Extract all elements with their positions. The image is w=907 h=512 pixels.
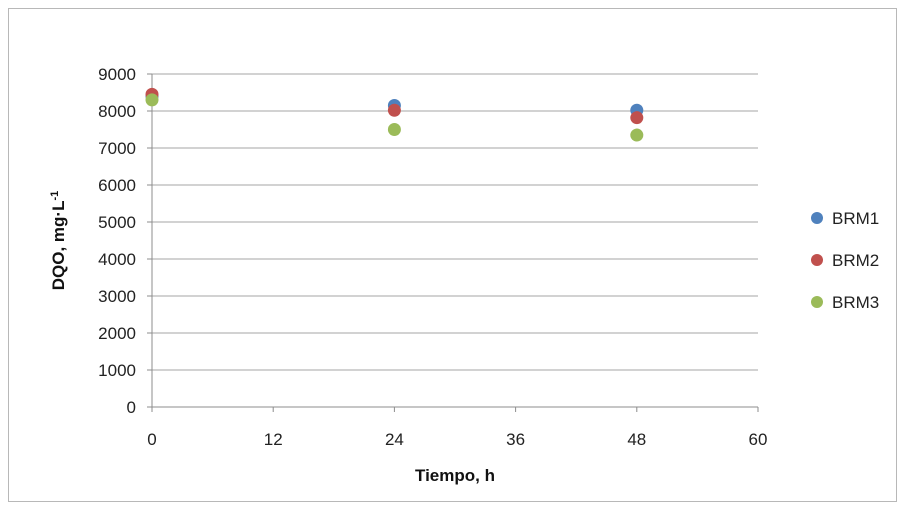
x-tick-label: 0 [147, 430, 156, 449]
y-tick-label: 3000 [98, 287, 136, 306]
y-tick-label: 2000 [98, 324, 136, 343]
y-tick-label: 1000 [98, 361, 136, 380]
legend-marker-brm1 [811, 212, 823, 224]
x-tick-label: 48 [627, 430, 646, 449]
x-tick-label: 24 [385, 430, 404, 449]
gridlines [152, 73, 758, 371]
legend-marker-brm2 [811, 254, 823, 266]
y-tick-label: 5000 [98, 213, 136, 232]
x-axis-title: Tiempo, h [415, 466, 495, 485]
x-tick-labels: 0 12 24 36 48 60 [147, 407, 767, 449]
point-brm2 [387, 103, 401, 117]
y-tick-label: 8000 [98, 102, 136, 121]
legend: BRM1 BRM2 BRM3 [811, 209, 879, 312]
legend-label-brm1: BRM1 [832, 209, 879, 228]
point-brm3 [387, 123, 401, 136]
legend-marker-brm3 [811, 296, 823, 308]
point-brm2 [630, 111, 644, 125]
legend-label-brm2: BRM2 [832, 251, 879, 270]
y-axis-title-superscript: -1 [49, 191, 61, 201]
point-brm3 [145, 93, 159, 107]
y-tick-label: 7000 [98, 139, 136, 158]
y-tick-labels: 0 1000 2000 3000 4000 5000 6000 7000 8000 9000 [98, 65, 152, 417]
y-axis-title: DQO, mg·L-1 [49, 191, 68, 291]
data-points [145, 87, 644, 142]
point-brm3 [630, 128, 644, 142]
y-tick-label: 6000 [98, 176, 136, 195]
x-tick-label: 12 [264, 430, 283, 449]
legend-label-brm3: BRM3 [832, 293, 879, 312]
x-tick-label: 36 [506, 430, 525, 449]
y-tick-label: 0 [127, 398, 136, 417]
x-tick-label: 60 [749, 430, 768, 449]
y-tick-label: 9000 [98, 65, 136, 84]
y-axis-title-main: DQO, mg·L [49, 201, 68, 291]
y-tick-label: 4000 [98, 250, 136, 269]
